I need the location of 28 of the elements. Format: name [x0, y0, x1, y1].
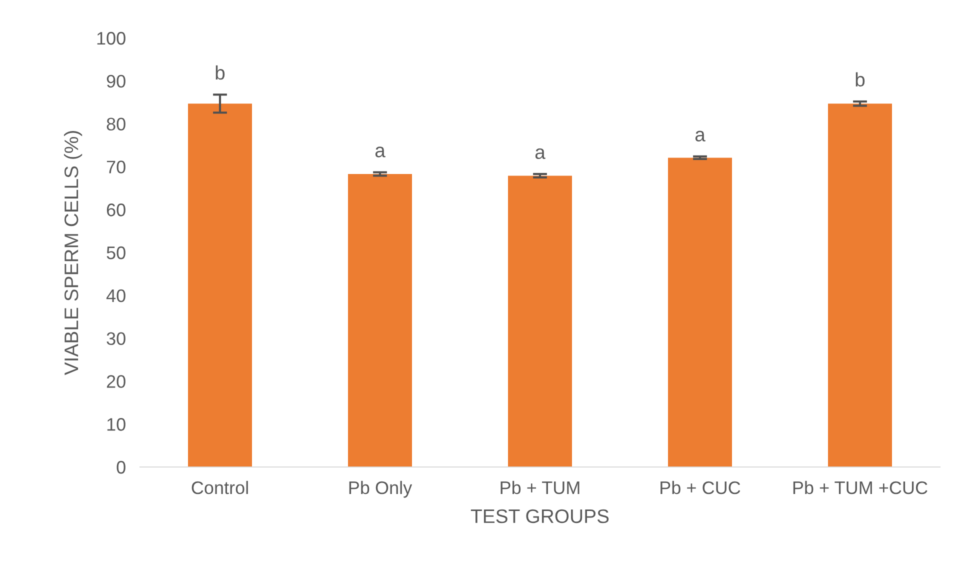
bar [188, 104, 252, 467]
y-tick-label: 10 [107, 418, 126, 431]
y-tick-label: 0 [116, 460, 126, 474]
x-tick-label: Pb Only [349, 480, 412, 498]
annotation: a [375, 146, 386, 158]
bar [828, 104, 892, 467]
y-tick-label: 70 [106, 160, 126, 174]
x-tick-label: Control [192, 480, 248, 494]
y-tick-label: 90 [106, 74, 126, 88]
annotation: a [535, 148, 546, 160]
y-tick-label: 20 [106, 375, 126, 388]
x-tick-label: Pb + CUC [660, 480, 740, 494]
bar [508, 176, 572, 467]
annotation: b [216, 65, 225, 80]
x-axis-title: TEST GROUPS [470, 509, 609, 524]
annotation: b [856, 72, 865, 87]
y-tick-label: 30 [106, 332, 126, 346]
y-tick-label: 100 [97, 32, 126, 45]
y-tick-label: 60 [106, 204, 126, 216]
y-tick-label: 50 [106, 246, 126, 260]
y-tick-label: 40 [106, 289, 126, 302]
annotation: a [695, 130, 706, 142]
x-tick-label: Pb + TUM +CUC [793, 480, 928, 494]
x-tick-label: Pb + TUM [500, 480, 580, 494]
bar [668, 158, 732, 467]
y-tick-label: 80 [106, 118, 126, 131]
bar [348, 174, 412, 467]
y-axis-title: VIABLE SPERM CELLS (%) [64, 131, 82, 376]
